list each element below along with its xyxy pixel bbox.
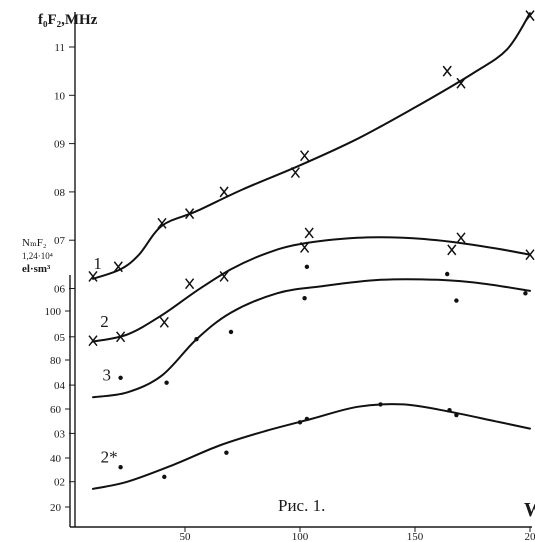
x-axis-tick-label: 20 — [525, 531, 535, 542]
inner-axis-title-line1: NₘF₂ — [22, 237, 47, 249]
series-1-point — [113, 261, 123, 273]
tick-marks — [65, 46, 531, 532]
series-2-star-point — [378, 402, 383, 407]
inner-axis-title-line3: el·sm³ — [22, 263, 51, 275]
left-axis-tick-label: 02 — [54, 477, 65, 489]
inner-axis-tick-label: 40 — [50, 453, 62, 465]
inner-axis-tick-label: 20 — [50, 502, 62, 514]
series-2-point — [456, 232, 466, 244]
series-2-star-point — [304, 416, 310, 422]
series-2-curve — [92, 236, 531, 343]
x-axis-tick-label: 150 — [407, 531, 424, 542]
axes — [69, 12, 532, 528]
series-2-point — [300, 241, 310, 253]
series-2-point — [447, 244, 457, 256]
inner-axis-tick-label: 80 — [50, 355, 62, 367]
series-3-curve — [92, 278, 531, 399]
series-2-star-curve — [92, 403, 531, 490]
left-axis-tick-label: 04 — [54, 380, 66, 392]
left-axis-tick-label: 05 — [54, 332, 66, 344]
series-3-point — [523, 291, 528, 296]
figure-caption: Рис. 1. — [278, 496, 325, 515]
series-1-point — [456, 77, 466, 89]
left-axis-tick-label: 11 — [54, 42, 65, 54]
series-3-point — [304, 264, 310, 269]
series-2-point — [88, 335, 98, 347]
series-2-star-point — [447, 408, 452, 413]
series-1-point — [219, 186, 229, 198]
inner-axis-tick-label: 100 — [45, 306, 62, 318]
left-axis-tick-label: 07 — [54, 235, 66, 247]
series-2-point — [116, 331, 126, 343]
x-axis-title: W — [524, 499, 535, 521]
series-2-point — [159, 316, 169, 328]
series-1-point — [442, 65, 452, 77]
series-2-point — [185, 278, 195, 290]
series-1-point — [290, 167, 300, 179]
left-axis-title: f₀F₂,MHz — [38, 12, 98, 28]
series-3-point — [445, 271, 450, 277]
series-1-point — [300, 150, 310, 162]
series-1-point — [525, 10, 535, 22]
curve-label-1: 1 — [93, 254, 102, 273]
curve-label-3: 3 — [103, 365, 112, 384]
series-markers — [88, 10, 535, 480]
left-axis-tick-label: 09 — [54, 139, 66, 151]
series-3-point — [454, 298, 459, 303]
left-axis-tick-label: 10 — [54, 90, 66, 102]
series-1-point — [157, 217, 167, 229]
series-2-point — [304, 227, 314, 239]
tick-labels: 02 03 04 05 06 07 08 09 10 11 20 40 60 80 100 50 100 150 2… — [45, 42, 535, 542]
series-3-point — [194, 337, 199, 342]
series-2-star-point — [224, 450, 229, 455]
series-3-point — [118, 375, 123, 381]
series-3-point — [228, 329, 234, 335]
series-2-star-point — [454, 412, 459, 418]
inner-axis-tick-label: 60 — [50, 404, 62, 416]
curve-label-2: 2 — [100, 312, 109, 331]
series-2-point — [525, 249, 535, 261]
series-curves — [92, 12, 531, 490]
curve-labels: 1 2 3 2* — [93, 254, 117, 466]
series-2-star-point — [162, 474, 167, 480]
left-axis-tick-label: 06 — [54, 284, 66, 296]
series-1-point — [88, 270, 98, 282]
x-axis-tick-label: 100 — [292, 531, 309, 542]
series-1-curve — [92, 12, 531, 280]
curve-label-2-star: 2* — [101, 447, 118, 466]
series-3-point — [302, 295, 307, 301]
left-axis-tick-label: 03 — [54, 428, 66, 440]
series-2-star-point — [297, 420, 303, 425]
series-2-point — [219, 270, 229, 282]
series-1-point — [185, 208, 195, 220]
x-axis-tick-label: 50 — [180, 531, 192, 542]
left-axis-tick-label: 08 — [54, 187, 66, 199]
inner-axis-title-line2: 1,24·10⁴ — [22, 251, 53, 261]
series-2-star-point — [118, 465, 123, 470]
series-3-point — [164, 380, 169, 385]
